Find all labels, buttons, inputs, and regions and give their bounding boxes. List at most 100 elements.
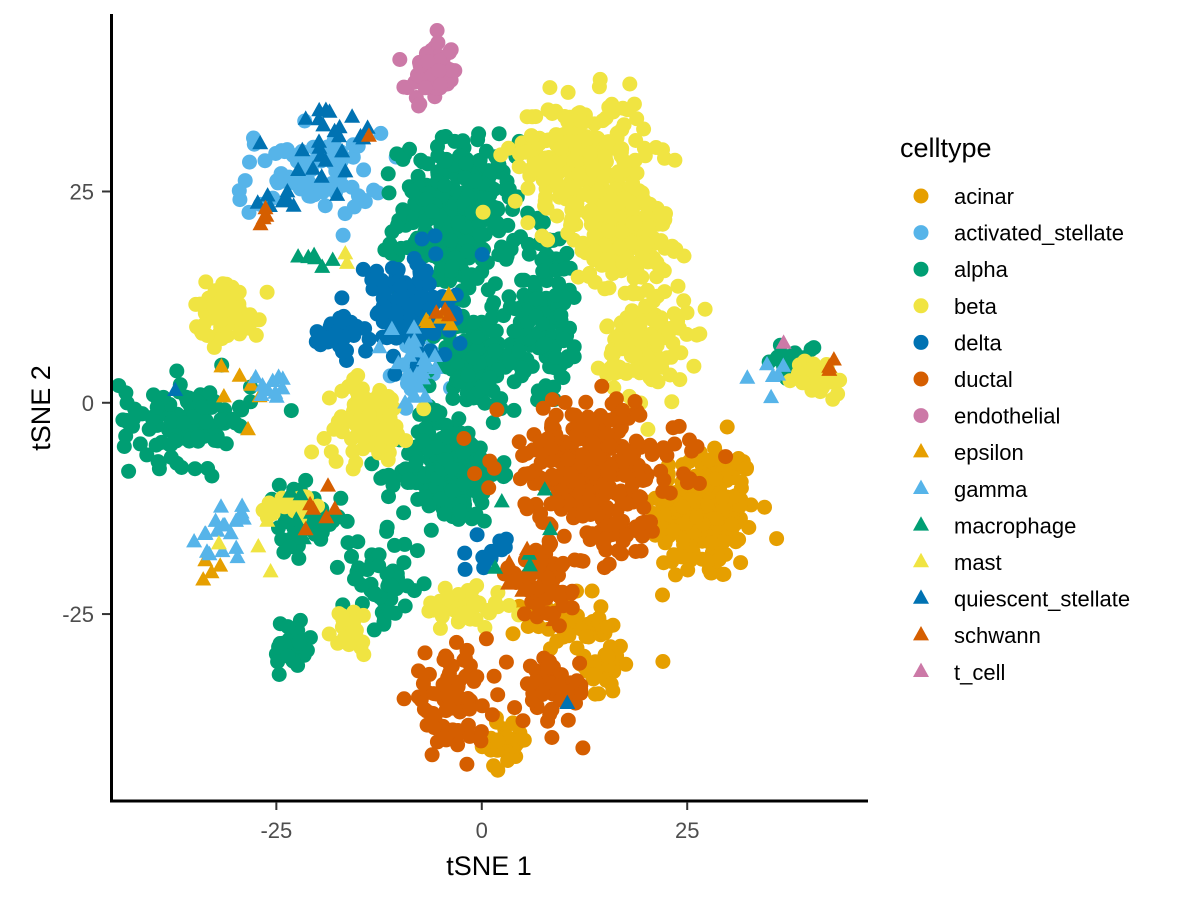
data-point: [625, 284, 641, 299]
data-point: [439, 591, 455, 607]
data-point: [457, 561, 473, 577]
data-point: [433, 77, 448, 93]
data-point: [663, 349, 679, 365]
data-point: [186, 533, 203, 548]
data-point: [640, 282, 655, 298]
data-point: [212, 557, 229, 572]
data-point: [821, 361, 838, 376]
data-point: [139, 447, 155, 463]
data-point: [675, 531, 691, 547]
data-point: [408, 454, 424, 470]
data-point: [348, 571, 364, 587]
data-point: [599, 499, 615, 515]
data-point: [699, 553, 715, 569]
data-point: [411, 378, 428, 393]
data-point: [590, 183, 606, 199]
data-point: [490, 733, 506, 749]
y-axis-ticks: -25 0 25: [62, 179, 110, 627]
data-point: [379, 519, 395, 535]
data-point: [439, 429, 455, 445]
data-point: [487, 559, 504, 574]
series-ductal: [396, 378, 734, 772]
data-point: [151, 461, 167, 477]
data-point: [452, 503, 468, 519]
data-point: [550, 494, 566, 510]
legend-key: [913, 516, 929, 531]
data-point: [291, 634, 307, 650]
data-point: [662, 367, 678, 383]
data-point: [292, 612, 308, 628]
data-point: [487, 343, 503, 359]
data-point: [507, 301, 523, 317]
legend-label: ductal: [954, 367, 1013, 392]
data-point: [315, 117, 332, 132]
data-point: [615, 254, 631, 270]
data-point: [700, 496, 715, 512]
data-point: [674, 549, 690, 565]
data-point: [141, 421, 157, 437]
data-point: [548, 349, 564, 365]
data-point: [339, 254, 355, 269]
data-point: [324, 251, 341, 266]
data-point: [525, 162, 541, 178]
data-point: [689, 439, 705, 455]
data-point: [578, 629, 594, 645]
data-point: [542, 520, 559, 536]
data-point: [348, 622, 364, 638]
data-point: [381, 467, 397, 483]
data-point: [519, 540, 536, 555]
data-point: [601, 466, 617, 482]
data-point: [329, 559, 345, 575]
data-point: [259, 512, 276, 527]
data-point: [469, 669, 485, 685]
legend-item-gamma: gamma: [913, 477, 1028, 502]
data-point: [481, 480, 497, 496]
data-point: [703, 535, 719, 551]
legend-key: [913, 225, 929, 241]
data-point: [213, 358, 230, 373]
data-point: [528, 291, 544, 307]
legend-item-activated-stellate: activated_stellate: [913, 221, 1124, 246]
data-point: [334, 383, 350, 399]
data-point: [491, 126, 507, 142]
data-point: [395, 202, 411, 218]
data-point: [175, 415, 191, 431]
data-point: [427, 347, 443, 362]
data-point: [486, 758, 502, 774]
data-point: [505, 626, 521, 642]
data-point: [554, 557, 570, 573]
data-point: [629, 165, 645, 181]
legend-key: [913, 334, 929, 350]
data-point: [455, 445, 471, 460]
data-point: [501, 181, 517, 197]
data-point: [601, 223, 617, 239]
data-point: [521, 466, 536, 482]
data-point: [486, 295, 502, 311]
data-point: [373, 125, 389, 141]
data-point: [489, 215, 505, 231]
data-point: [326, 421, 342, 437]
data-point: [290, 248, 307, 263]
data-point: [680, 562, 696, 578]
data-point: [560, 451, 576, 467]
data-point: [545, 611, 562, 627]
data-point: [434, 129, 450, 145]
data-point: [487, 595, 503, 611]
data-point: [301, 174, 317, 190]
data-point: [484, 707, 500, 723]
data-point: [519, 109, 535, 125]
data-point: [825, 391, 841, 407]
legend-key: [913, 188, 929, 204]
x-tick-label: 25: [675, 818, 699, 843]
data-point: [387, 366, 403, 382]
legend-key: [913, 408, 929, 424]
data-point: [132, 436, 148, 452]
data-point: [649, 269, 665, 285]
data-point: [361, 407, 377, 423]
data-point: [456, 195, 472, 211]
data-point: [571, 166, 587, 182]
data-point: [402, 367, 419, 383]
data-point: [149, 399, 165, 415]
data-point: [668, 567, 683, 583]
data-point: [480, 191, 496, 207]
